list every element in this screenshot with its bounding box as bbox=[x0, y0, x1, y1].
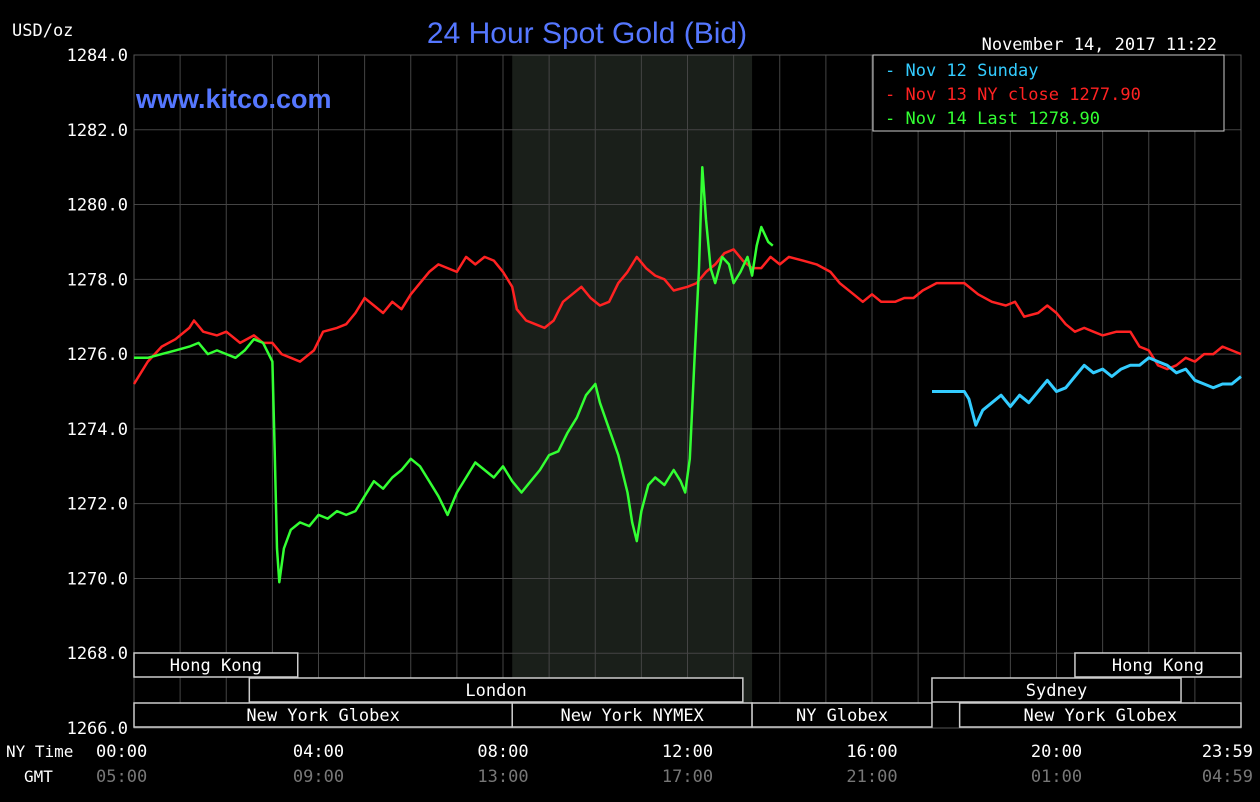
x-tick-gmt: 01:00 bbox=[1031, 767, 1082, 787]
y-tick-label: 1276.0 bbox=[67, 345, 128, 365]
y-tick-label: 1268.0 bbox=[67, 644, 128, 664]
y-tick-label: 1280.0 bbox=[67, 196, 128, 216]
session-label: New York Globex bbox=[1024, 706, 1178, 726]
legend: - Nov 12 Sunday - Nov 13 NY close 1277.9… bbox=[872, 54, 1225, 132]
y-tick-label: 1270.0 bbox=[67, 569, 128, 589]
y-tick-label: 1278.0 bbox=[67, 270, 128, 290]
x-tick-ny: 04:00 bbox=[293, 742, 344, 762]
series-lines bbox=[132, 165, 1242, 584]
y-tick-label: 1284.0 bbox=[67, 46, 128, 66]
legend-entry-nov14: - Nov 14 Last 1278.90 bbox=[885, 109, 1100, 129]
session-box bbox=[931, 677, 1182, 703]
x-tick-ny: 16:00 bbox=[846, 742, 897, 762]
x-tick-ny: 20:00 bbox=[1031, 742, 1082, 762]
session-box bbox=[248, 677, 744, 703]
x-tick-gmt: 09:00 bbox=[293, 767, 344, 787]
ny-time-row-label: NY Time bbox=[6, 742, 73, 761]
timestamp: November 14, 2017 11:22 bbox=[982, 35, 1217, 55]
x-tick-gmt: 21:00 bbox=[846, 767, 897, 787]
series-line bbox=[132, 248, 1242, 385]
y-tick-label: 1266.0 bbox=[67, 719, 128, 739]
y-tick-label: 1282.0 bbox=[67, 121, 128, 141]
series-line bbox=[932, 356, 1242, 427]
series-line bbox=[134, 165, 774, 584]
y-axis-unit-label: USD/oz bbox=[12, 21, 73, 41]
session-label: Hong Kong bbox=[1112, 656, 1204, 676]
plot-border bbox=[133, 54, 1242, 729]
trading-sessions: Hong Kong Hong Kong London Sydney New York G… bbox=[133, 652, 1242, 728]
session-box bbox=[133, 702, 513, 728]
session-label: New York NYMEX bbox=[561, 706, 705, 726]
session-label: Sydney bbox=[1026, 681, 1087, 701]
y-tick-label: 1272.0 bbox=[67, 495, 128, 515]
legend-box bbox=[872, 54, 1225, 132]
session-label: New York Globex bbox=[246, 706, 400, 726]
x-tick-ny: 12:00 bbox=[662, 742, 713, 762]
legend-entry-nov12: - Nov 12 Sunday bbox=[885, 61, 1039, 81]
x-tick-ny: 08:00 bbox=[477, 742, 528, 762]
gmt-row-label: GMT bbox=[24, 767, 53, 786]
session-box bbox=[133, 652, 299, 678]
x-tick-gmt: 05:00 bbox=[96, 767, 147, 787]
chart-title: 24 Hour Spot Gold (Bid) bbox=[427, 17, 747, 50]
x-axis-ticks: 00:00 05:00 04:00 09:00 08:00 13:00 12:00 17:00… bbox=[96, 742, 1253, 787]
nymex-session-shading bbox=[512, 55, 753, 728]
y-axis-ticks: 1266.0 1268.0 1270.0 1272.0 1274.0 1276.0 1278… bbox=[67, 46, 128, 739]
x-tick-gmt: 13:00 bbox=[477, 767, 528, 787]
x-tick-gmt: 04:59 bbox=[1202, 767, 1253, 787]
x-tick-ny: 00:00 bbox=[96, 742, 147, 762]
session-box bbox=[958, 702, 1242, 728]
session-label: Hong Kong bbox=[170, 656, 262, 676]
legend-entry-nov13: - Nov 13 NY close 1277.90 bbox=[885, 85, 1141, 105]
session-box bbox=[751, 702, 933, 728]
watermark: www.kitco.com bbox=[135, 84, 332, 114]
session-label: London bbox=[465, 681, 526, 701]
x-tick-ny: 23:59 bbox=[1202, 742, 1253, 762]
x-tick-gmt: 17:00 bbox=[662, 767, 713, 787]
session-box bbox=[1074, 652, 1242, 678]
y-tick-label: 1274.0 bbox=[67, 420, 128, 440]
session-label: NY Globex bbox=[796, 706, 888, 726]
